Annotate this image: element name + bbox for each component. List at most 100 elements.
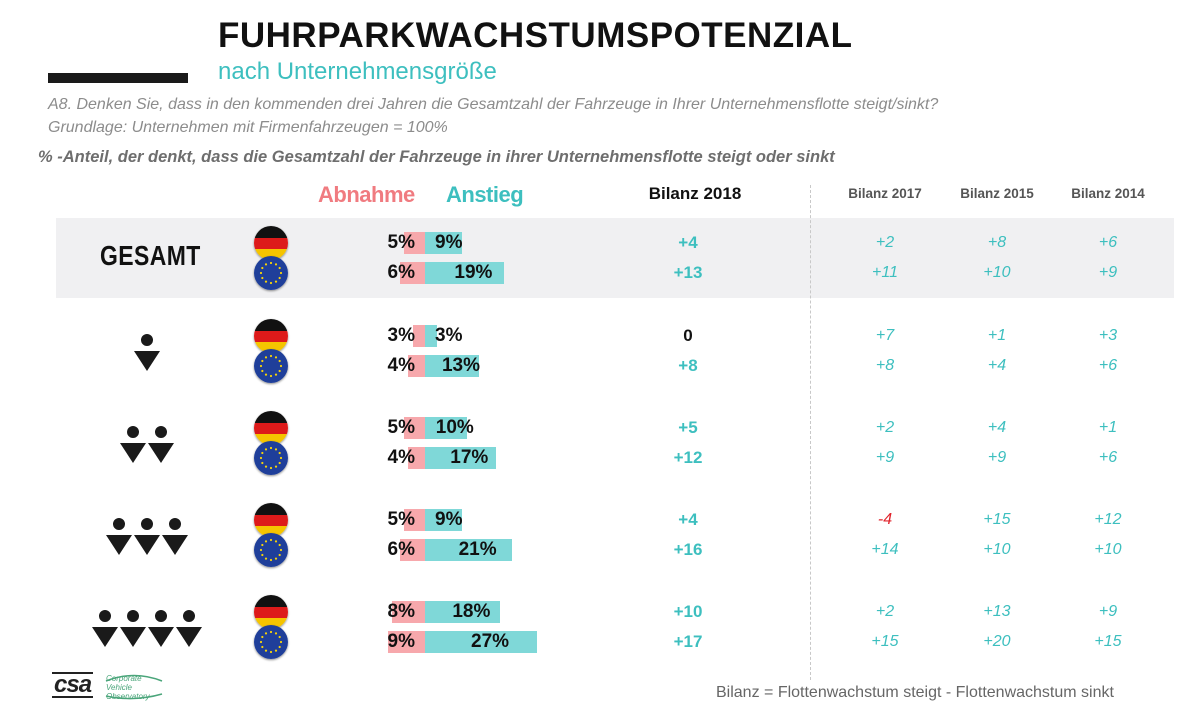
bilanz-2014-value: +15: [1094, 633, 1122, 650]
person-figure: [162, 518, 188, 555]
bilanz-2018-value: +10: [673, 602, 703, 621]
decrease-bar: [412, 325, 425, 347]
bilanz-2017-value: +9: [875, 449, 895, 466]
bilanz-2018-value: +8: [678, 356, 698, 375]
decrease-value-label: 4%: [387, 355, 415, 376]
bilanz-2018-value: +16: [673, 540, 703, 559]
increase-bar: [425, 447, 496, 469]
legend-increase: Anstieg: [446, 182, 524, 207]
decrease-bar: [400, 262, 425, 284]
increase-bar: [425, 262, 504, 284]
increase-bar: [425, 232, 463, 254]
increase-value-label: 9%: [435, 509, 463, 530]
germany-flag-icon: [254, 226, 288, 260]
bilanz-2018-value: 0: [683, 326, 693, 345]
bilanz-2018-value: +12: [673, 448, 703, 467]
person-figure: [106, 518, 132, 555]
increase-value-label: 3%: [435, 325, 463, 346]
bilanz-2018-value: +4: [678, 233, 698, 252]
bilanz-2018-value: +5: [678, 418, 698, 437]
bilanz-2015-value: +20: [983, 633, 1011, 650]
decrease-bar: [400, 539, 425, 561]
increase-bar: [425, 631, 538, 653]
page-title: FUHRPARKWACHSTUMSPOTENZIAL: [218, 16, 853, 55]
eu-flag-icon: [254, 441, 288, 475]
person-icon: [134, 334, 160, 371]
decrease-value-label: 5%: [387, 417, 415, 438]
increase-bar: [425, 601, 500, 623]
increase-bar: [425, 509, 463, 531]
bilanz-2017-value: +11: [872, 264, 898, 281]
decrease-value-label: 8%: [387, 601, 415, 622]
person-figure: [134, 334, 160, 371]
person-figure: [120, 426, 146, 463]
bilanz-2014-value: +6: [1098, 357, 1118, 374]
eu-flag-icon: [254, 533, 288, 567]
decrease-bar: [408, 447, 425, 469]
increase-bar: [425, 417, 467, 439]
increase-value-label: 19%: [454, 262, 493, 283]
eu-flag-icon: [254, 625, 288, 659]
bilanz-formula: Bilanz = Flottenwachstum steigt - Flotte…: [716, 684, 1114, 701]
decrease-bar: [404, 417, 425, 439]
bilanz-2017-value: -4: [877, 511, 893, 528]
bilanz-2017-value: +14: [871, 541, 899, 558]
bilanz-2015-value: +4: [987, 357, 1007, 374]
chart-note: % -Anteil, der denkt, dass die Gesamtzah…: [38, 148, 835, 166]
bilanz-2018-value: +4: [678, 510, 698, 529]
person-figure: [120, 610, 146, 647]
bilanz-2014-value: +1: [1098, 419, 1118, 436]
bilanz-2017-value: +2: [875, 603, 895, 620]
column-header-bilanz-2014: Bilanz 2014: [1071, 186, 1145, 201]
bilanz-2018-value: +17: [673, 632, 703, 651]
gesamt-row-background: [56, 218, 1174, 298]
decrease-value-label: 4%: [387, 447, 415, 468]
decrease-bar: [404, 509, 425, 531]
increase-value-label: 9%: [435, 232, 463, 253]
decrease-bar: [404, 232, 425, 254]
decrease-value-label: 6%: [387, 539, 415, 560]
three-persons-icon: [106, 518, 188, 555]
increase-bar: [425, 355, 479, 377]
decrease-value-label: 5%: [387, 232, 415, 253]
germany-flag-icon: [254, 411, 288, 445]
bilanz-2014-value: +12: [1094, 511, 1122, 528]
bilanz-2014-value: +6: [1098, 234, 1118, 251]
eu-flag-icon: [254, 349, 288, 383]
person-figure: [134, 518, 160, 555]
bilanz-2015-value: +4: [987, 419, 1007, 436]
decrease-value-label: 9%: [387, 631, 415, 652]
decrease-bar: [387, 631, 425, 653]
bilanz-2015-value: +13: [983, 603, 1011, 620]
bilanz-2014-value: +3: [1098, 327, 1118, 344]
germany-flag-icon: [254, 595, 288, 629]
bilanz-2014-value: +10: [1094, 541, 1122, 558]
increase-value-label: 27%: [471, 631, 510, 652]
person-figure: [92, 610, 118, 647]
eu-flag-icon: [254, 256, 288, 290]
person-figure: [148, 426, 174, 463]
column-header-bilanz-2018: Bilanz 2018: [648, 184, 742, 203]
page-subtitle: nach Unternehmensgröße: [218, 58, 497, 85]
title-accent-bar: [48, 73, 188, 83]
bilanz-2017-value: +2: [875, 419, 895, 436]
column-divider: [810, 185, 811, 680]
germany-flag-icon: [254, 319, 288, 353]
cvo-logo-text: Corporate Vehicle Observatory: [106, 674, 150, 701]
bilanz-2014-value: +9: [1098, 264, 1118, 281]
increase-value-label: 10%: [435, 417, 474, 438]
legend-decrease: Abnahme: [318, 182, 415, 207]
bilanz-2017-value: +15: [871, 633, 899, 650]
csa-logo: csa: [52, 671, 94, 698]
increase-value-label: 21%: [458, 539, 497, 560]
increase-value-label: 18%: [452, 601, 491, 622]
two-persons-icon: [120, 426, 174, 463]
bilanz-2015-value: +15: [983, 511, 1011, 528]
bilanz-2017-value: +7: [875, 327, 895, 344]
column-header-bilanz-2017: Bilanz 2017: [848, 186, 922, 201]
bilanz-2014-value: +9: [1098, 603, 1118, 620]
increase-value-label: 13%: [441, 355, 480, 376]
bilanz-2015-value: +10: [983, 264, 1011, 281]
decrease-value-label: 6%: [387, 262, 415, 283]
four-persons-icon: [92, 610, 202, 647]
